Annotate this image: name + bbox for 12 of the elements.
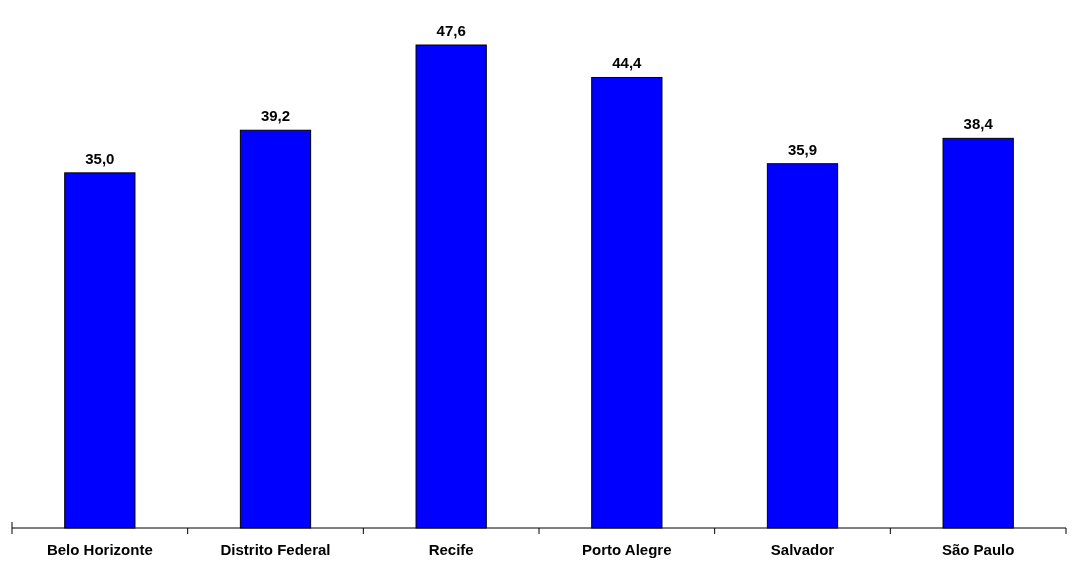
data-label: 35,9: [787, 140, 818, 158]
x-tick-label: Distrito Federal: [220, 541, 331, 558]
data-label: 47,6: [436, 22, 466, 39]
x-tick-label: Salvador: [770, 541, 835, 558]
x-tick-label: Recife: [428, 541, 474, 558]
data-label: 35,0: [85, 149, 115, 167]
x-tick-label: Porto Alegre: [582, 541, 672, 558]
data-label: 39,2: [260, 107, 291, 125]
data-label: 38,4: [963, 115, 994, 133]
x-tick-label: Belo Horizonte: [46, 541, 153, 558]
data-label: 44,4: [612, 54, 643, 72]
x-tick-label: São Paulo: [941, 541, 1015, 558]
